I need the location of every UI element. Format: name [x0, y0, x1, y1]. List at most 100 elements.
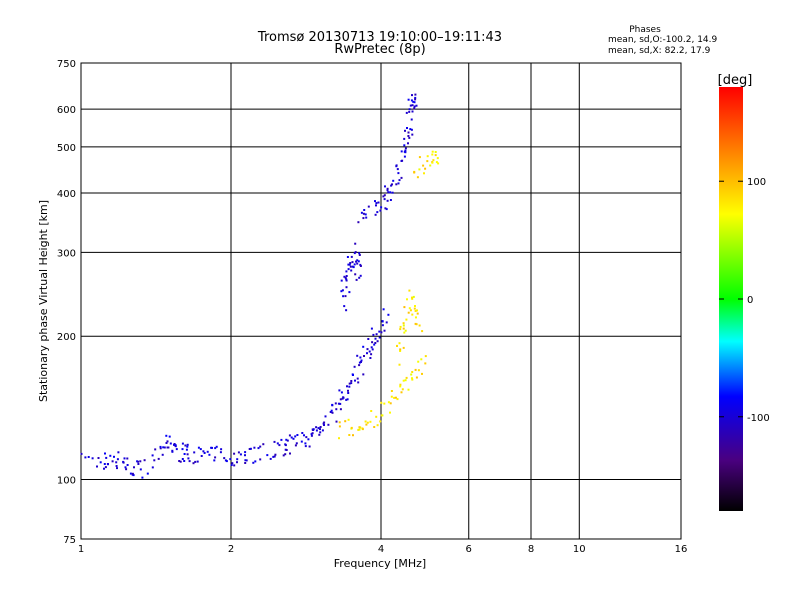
echo-point: [319, 431, 322, 434]
echo-point: [183, 453, 186, 455]
echo-point: [352, 266, 355, 269]
echo-point: [396, 398, 399, 401]
echo-point: [334, 402, 337, 405]
echo-point: [350, 382, 353, 385]
echo-point: [399, 325, 402, 328]
y-tick-label: 75: [63, 535, 76, 546]
echo-point: [350, 380, 353, 382]
echo-point: [206, 450, 209, 453]
echo-point: [289, 452, 291, 455]
echo-point: [294, 435, 297, 438]
echo-point: [296, 434, 299, 436]
echo-point: [398, 342, 401, 345]
x-axis-label: Frequency [MHz]: [334, 557, 426, 570]
echo-point: [395, 183, 398, 186]
echo-point: [346, 398, 349, 401]
echo-point: [413, 170, 416, 173]
echo-point: [384, 185, 386, 188]
echo-point: [437, 162, 440, 165]
echo-point: [303, 434, 305, 437]
echo-point: [359, 356, 362, 359]
echo-point: [408, 110, 411, 113]
chart-subtitle: RwPretec (8p): [334, 42, 425, 57]
echo-point: [157, 457, 160, 460]
echo-point: [391, 183, 393, 186]
echo-point: [434, 154, 437, 157]
echo-point: [233, 452, 236, 455]
echo-point: [122, 461, 125, 464]
echo-point: [423, 172, 425, 175]
echo-point: [257, 447, 260, 450]
x-axis-ticks: 1 2 4 6 8 10 16: [78, 544, 688, 555]
echo-point: [282, 454, 285, 457]
echo-point: [269, 457, 272, 460]
echo-point: [402, 346, 405, 349]
echo-point: [285, 438, 288, 441]
echo-point: [345, 275, 348, 277]
echo-point: [411, 377, 413, 380]
echo-point: [408, 108, 411, 111]
phase-box-line-o: mean, sd,O:-100.2, 14.9: [608, 35, 718, 45]
x-tick-label: 4: [378, 544, 384, 555]
echo-point: [404, 147, 407, 150]
echo-point: [338, 389, 341, 392]
echo-point: [402, 379, 405, 382]
echo-point: [408, 136, 411, 139]
phase-box-title: Phases: [629, 25, 661, 35]
echo-point: [362, 217, 365, 220]
data-points: [80, 93, 440, 479]
echo-point: [402, 322, 405, 325]
echo-point: [104, 466, 107, 469]
echo-point: [351, 373, 354, 376]
echo-point: [375, 202, 378, 205]
echo-point: [284, 453, 287, 456]
echo-point: [184, 444, 187, 447]
echo-point: [244, 454, 246, 457]
echo-point: [414, 305, 416, 307]
echo-point: [181, 458, 184, 460]
colorbar-tick-label: 100: [747, 177, 766, 188]
echo-point: [383, 329, 386, 332]
echo-point: [304, 442, 307, 445]
echo-point: [344, 295, 347, 298]
echo-point: [80, 452, 83, 455]
echo-point: [197, 446, 200, 449]
echo-point: [400, 150, 403, 153]
echo-point: [358, 428, 361, 431]
echo-point: [219, 451, 222, 454]
echo-point: [343, 275, 346, 278]
echo-point: [378, 336, 381, 339]
echo-point: [358, 361, 361, 364]
echo-point: [143, 459, 146, 462]
echo-point: [171, 449, 174, 452]
echo-point: [404, 379, 407, 382]
echo-point: [342, 396, 345, 399]
echo-point: [175, 448, 178, 451]
echo-point: [132, 474, 135, 477]
echo-point: [414, 368, 417, 371]
echo-point: [215, 445, 218, 448]
echo-point: [411, 133, 414, 136]
echo-point: [416, 176, 419, 179]
echo-point: [329, 411, 332, 413]
echo-point: [129, 472, 132, 475]
echo-point: [385, 321, 388, 324]
echo-point: [403, 150, 406, 153]
echo-point: [380, 206, 383, 209]
echo-point: [383, 198, 386, 201]
echo-point: [380, 401, 383, 404]
echo-point: [418, 324, 421, 327]
echo-point: [364, 420, 367, 423]
echo-point: [397, 172, 400, 175]
echo-point: [401, 159, 404, 162]
echo-point: [397, 182, 400, 185]
echo-point: [349, 262, 352, 264]
echo-point: [374, 200, 376, 203]
echo-point: [359, 263, 362, 266]
echo-point: [244, 462, 247, 464]
echo-point: [186, 443, 189, 446]
echo-point: [310, 434, 313, 437]
echo-point: [199, 448, 202, 451]
x-tick-label: 16: [675, 544, 688, 555]
echo-point: [330, 409, 333, 412]
